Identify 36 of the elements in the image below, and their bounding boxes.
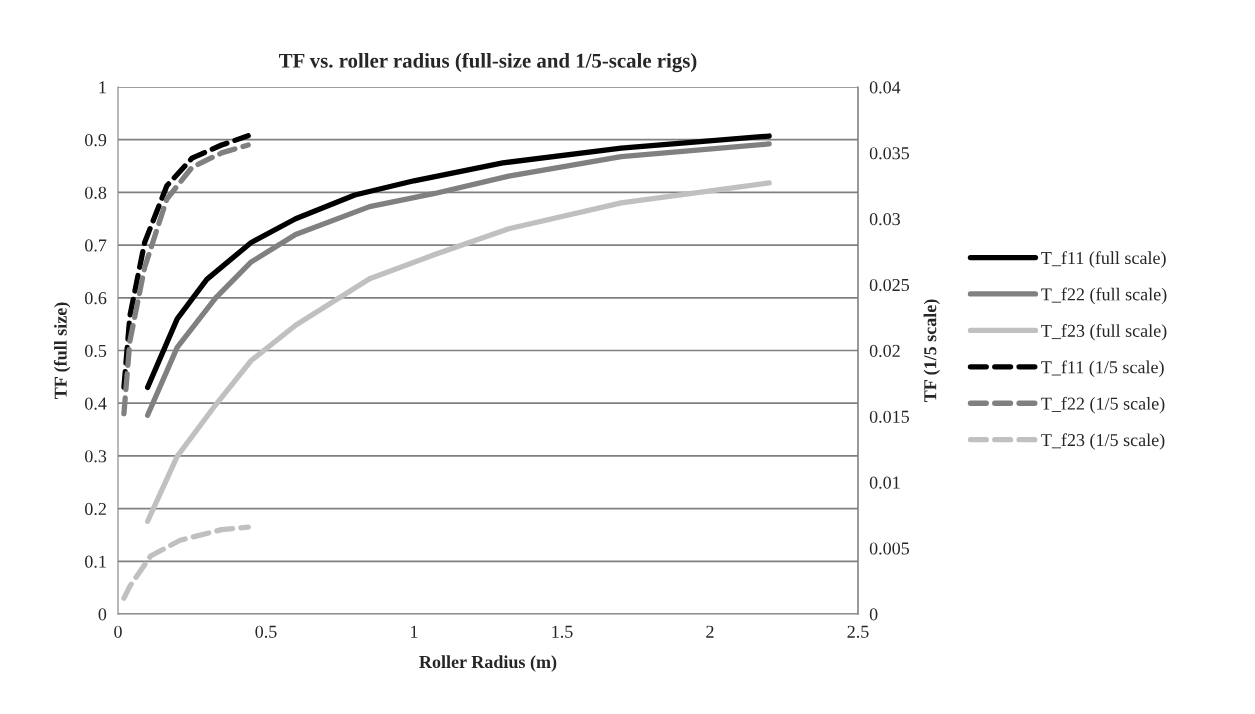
legend-label: T_f23 (full scale): [1041, 324, 1167, 341]
x-tick-label: 0.5: [255, 625, 277, 638]
y2-axis-title: TF (1/5 scale): [923, 299, 940, 403]
y2-tick-label: 0.015: [869, 410, 910, 423]
y-axis-title: TF (full size): [53, 302, 71, 400]
y-tick-label: 0.1: [85, 555, 106, 568]
x-tick-label: 2: [706, 625, 714, 638]
y-tick-label: 0: [98, 608, 107, 621]
y-tick-label: 0.2: [85, 502, 106, 516]
chart-title: TF vs. roller radius (full-size and 1/5-scale rigs): [279, 52, 697, 73]
x-tick-label: 1.5: [552, 625, 573, 638]
y-tick-label: 0.9: [85, 133, 107, 147]
legend-label: T_f22 (full scale): [1041, 287, 1167, 305]
y2-tick-label: 0: [869, 608, 878, 621]
y2-tick-label: 0.035: [869, 147, 910, 160]
y2-tick-label: 0.005: [869, 542, 910, 555]
y2-tick-label: 0.04: [869, 81, 901, 94]
y-tick-label: 0.8: [85, 186, 107, 199]
y-tick-label: 0.6: [85, 292, 107, 305]
y2-tick-label: 0.03: [869, 213, 900, 226]
x-axis-title: Roller Radius (m): [419, 655, 557, 672]
legend-label: T_f23 (1/5 scale): [1041, 433, 1165, 450]
y-tick-label: 1: [99, 81, 106, 94]
legend-label: T_f22 (1/5 scale): [1041, 396, 1165, 414]
y-tick-label: 0.4: [85, 397, 107, 410]
y2-tick-label: 0.025: [869, 278, 910, 292]
y2-tick-label: 0.02: [869, 344, 900, 358]
x-tick-label: 2.5: [847, 625, 869, 638]
y-tick-label: 0.7: [85, 239, 107, 252]
y2-tick-label: 0.01: [869, 476, 900, 489]
legend-label: T_f11 (1/5 scale): [1041, 360, 1164, 377]
x-tick-label: 1: [411, 625, 418, 638]
y-tick-label: 0.5: [85, 344, 107, 358]
y-tick-label: 0.3: [85, 450, 107, 463]
x-tick-label: 0: [114, 625, 122, 638]
legend-label: T_f11 (full scale): [1041, 251, 1166, 268]
